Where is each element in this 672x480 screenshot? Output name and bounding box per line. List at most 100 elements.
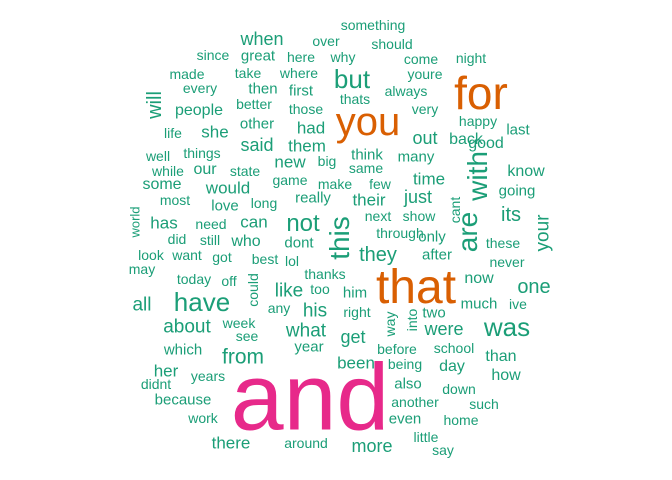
word-what: what (285, 320, 327, 342)
word-right: right (343, 304, 371, 320)
word-show: show (402, 208, 436, 224)
word-need: need (195, 216, 227, 232)
word-our: our (193, 161, 217, 178)
word-think: think (351, 146, 383, 164)
word-its: its (501, 204, 521, 226)
word-work: work (188, 410, 218, 426)
word-never: never (489, 254, 525, 270)
word-since: since (196, 47, 230, 63)
word-one: one (517, 276, 551, 298)
word-want: want (172, 247, 202, 263)
word-long: long (250, 195, 278, 211)
word-some: some (142, 176, 182, 193)
word-didnt: didnt (140, 376, 172, 392)
word-him: him (342, 284, 368, 302)
word-after: after (421, 246, 453, 264)
word-had: had (296, 118, 326, 138)
word-two: two (422, 304, 446, 322)
word-home: home (443, 412, 479, 428)
word-which: which (163, 341, 203, 359)
word-through: through (376, 225, 424, 241)
word-well: well (145, 148, 171, 164)
word-she: she (201, 122, 229, 142)
word-would: would (205, 178, 251, 198)
word-around: around (284, 435, 328, 451)
word-game: game (272, 172, 308, 188)
word-lol: lol (284, 253, 300, 269)
word-who: who (231, 233, 261, 250)
word-things: things (183, 145, 221, 161)
word-such: such (469, 396, 499, 412)
word-with: with (462, 151, 493, 201)
word-way: way (382, 311, 398, 337)
word-should: should (371, 36, 413, 52)
word-like: like (274, 280, 304, 302)
word-even: even (388, 410, 422, 428)
word-love: love (211, 197, 239, 215)
word-than: than (485, 348, 517, 365)
word-look: look (138, 247, 164, 263)
word-now: now (464, 270, 494, 287)
word-people: people (174, 102, 224, 119)
word-happy: happy (458, 113, 498, 129)
word-next: next (364, 208, 392, 224)
word-before: before (377, 341, 417, 357)
word-they: they (359, 244, 397, 266)
word-those: those (288, 101, 324, 117)
word-youre: youre (407, 66, 443, 82)
word-any: any (267, 300, 291, 316)
word-great: great (240, 47, 276, 65)
word-could: could (245, 273, 261, 307)
word-day: day (439, 358, 465, 375)
word-into: into (404, 308, 420, 332)
word-take: take (234, 65, 262, 81)
word-see: see (235, 328, 259, 344)
word-his: his (302, 300, 328, 322)
word-them: them (288, 136, 326, 156)
word-time: time (412, 169, 446, 189)
word-still: still (199, 232, 221, 248)
word-better: better (236, 96, 272, 112)
word-why: why (330, 49, 356, 65)
word-much: much (460, 295, 498, 313)
word-off: off (221, 273, 237, 289)
word-did: did (167, 231, 187, 247)
word-also: also (394, 375, 422, 393)
word-there: there (211, 433, 251, 453)
word-going: going (498, 182, 536, 200)
word-little: little (413, 429, 439, 445)
word-this: this (324, 216, 355, 260)
word-just: just (403, 187, 433, 207)
word-get: get (340, 327, 366, 347)
word-big: big (317, 153, 337, 169)
word-because: because (154, 391, 212, 409)
word-cant: cant (447, 196, 463, 224)
word-first: first (288, 82, 314, 100)
word-school: school (433, 340, 475, 356)
word-may: may (128, 261, 156, 277)
word-make: make (317, 176, 353, 192)
word-being: being (387, 356, 423, 372)
word-thats: thats (339, 91, 371, 107)
word-have: have (173, 287, 231, 317)
word-ive: ive (509, 296, 527, 312)
word-week: week (222, 315, 256, 331)
word-new: new (274, 152, 306, 172)
word-years: years (190, 368, 226, 384)
word-out: out (412, 128, 438, 148)
word-know: know (507, 163, 545, 180)
word-how: how (491, 367, 521, 384)
word-said: said (240, 135, 274, 155)
word-for: for (454, 67, 508, 119)
word-all: all (132, 294, 152, 316)
word-world: world (127, 206, 143, 238)
word-few: few (369, 176, 391, 192)
word-state: state (229, 163, 261, 179)
word-while: while (152, 163, 184, 179)
word-when: when (240, 29, 284, 49)
word-made: made (169, 66, 205, 82)
word-always: always (384, 83, 428, 99)
word-got: got (212, 249, 232, 265)
word-life: life (164, 125, 182, 141)
